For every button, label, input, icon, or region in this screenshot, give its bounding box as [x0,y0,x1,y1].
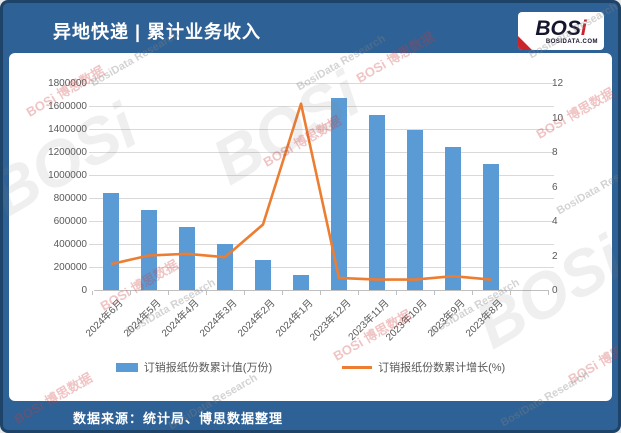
x-axis-tick [92,291,93,295]
x-axis-tick [130,291,131,295]
x-axis-tick [472,291,473,295]
legend-bar-label: 订销报纸份数累计值(万份) [143,362,273,374]
x-axis-line [94,290,549,291]
bar [103,193,119,290]
y-axis-label-left: 200000 [53,262,87,273]
bar [255,260,271,290]
x-axis-tick [206,291,207,295]
bar [293,275,309,290]
x-axis-tick [548,291,549,295]
page-title: 异地快递 | 累计业务收入 [53,22,262,42]
y-axis-label-left: 1800000 [48,78,87,89]
bar [331,97,347,290]
chart-card: 0 200000 400000 600000 800000 1000000 1200000 1… [9,53,612,401]
bosi-logo-i: i [580,17,587,40]
y-axis-label-left: 800000 [53,193,87,204]
data-source-text: 数据来源：统计局、博思数据整理 [73,410,284,426]
y-axis-label-right: 2 [552,250,558,262]
legend-bar-swatch [115,362,138,372]
y-axis-label-left: 0 [81,285,87,296]
title-bar: 异地快递 | 累计业务收入 BOSi BOSIDATA.COM [9,9,612,53]
legend-item-bar-series: 订销报纸份数累计值(万份) [115,359,273,375]
source-bar: 数据来源：统计局、博思数据整理 [9,401,612,430]
y-axis-label-left: 600000 [53,216,87,227]
y-axis-label-right: 4 [552,216,558,227]
bosi-logo-triangle-icon [518,36,532,50]
bar [483,163,499,290]
legend-line-swatch [342,365,373,369]
chart-plot: 0 200000 400000 600000 800000 1000000 1200000 1… [9,53,612,401]
legend-line-label: 订销报纸份数累计增长(%) [378,362,506,374]
chart-legend: 订销报纸份数累计值(万份) 订销报纸份数累计增长(%) [9,359,612,375]
legend-item-line-series: 订销报纸份数累计增长(%) [342,359,505,375]
x-axis-tick [320,291,321,295]
y-axis-label-right: 6 [552,181,558,193]
y-axis-label-left: 400000 [53,239,87,250]
gridline [89,83,554,84]
y-axis-label-right: 12 [552,78,564,89]
gridline [89,106,554,107]
gridline [89,152,554,153]
x-axis-tick [358,291,359,295]
bar [179,226,195,290]
bar [217,244,233,290]
x-axis-tick [396,291,397,295]
y-axis-label-left: 1000000 [48,170,87,181]
y-axis-label-right: 10 [552,112,564,124]
y-axis-label-right: 0 [552,285,558,296]
bosi-logo-subtext: BOSIDATA.COM [545,39,598,45]
y-axis-label-right: 8 [552,147,558,158]
x-axis-tick [244,291,245,295]
bar [369,115,385,290]
y-axis-label-left: 1200000 [48,147,87,158]
x-axis-tick [168,291,169,295]
y-axis-label-left: 1400000 [48,124,87,135]
gridline [89,129,554,130]
bosi-logo: BOSi BOSIDATA.COM [518,12,604,50]
x-axis-tick [510,291,511,295]
bar [445,147,461,290]
bar [407,130,423,290]
x-axis-tick [282,291,283,295]
growth-line [110,102,492,281]
bosi-logo-text: BOSi [535,17,587,40]
x-axis-tick [434,291,435,295]
y-axis-label-left: 1600000 [48,101,87,112]
bar [141,209,157,290]
